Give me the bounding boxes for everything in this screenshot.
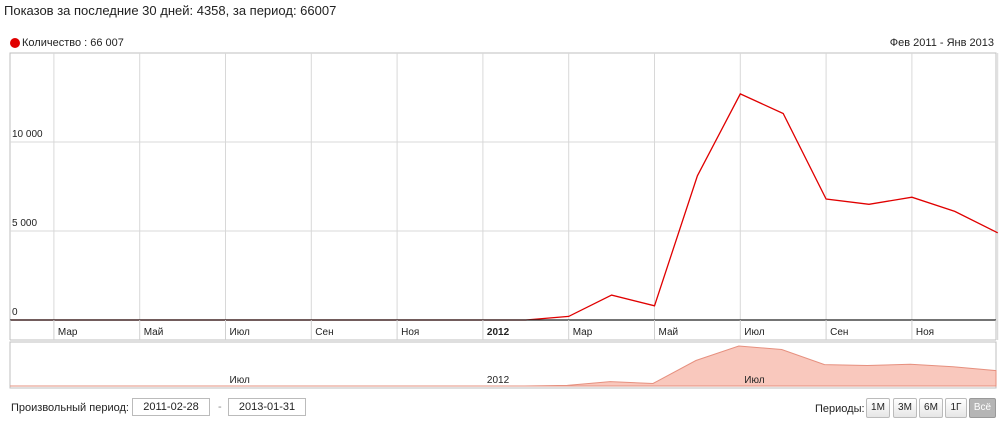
period-button[interactable]: 3М [893, 398, 917, 418]
x-tick-label: Июл [744, 327, 764, 338]
x-tick-label: 2012 [487, 327, 510, 338]
x-tick-label: Ноя [916, 327, 934, 338]
custom-period-label: Произвольный период: [11, 402, 129, 414]
x-tick-label: Сен [830, 327, 848, 338]
x-tick-label: Сен [315, 327, 333, 338]
date-separator: - [218, 401, 222, 413]
navigator-tick-label: Июл [744, 375, 764, 386]
x-tick-label: Ноя [401, 327, 419, 338]
period-button[interactable]: Всё [969, 398, 996, 418]
plot-area [9, 52, 997, 321]
x-tick-label: Май [144, 327, 164, 338]
x-tick-label: Июл [230, 327, 250, 338]
x-tick-label: Май [659, 327, 679, 338]
navigator: Июл2012Июл2013 [9, 341, 1002, 389]
x-tick-label: Мар [573, 327, 593, 338]
y-tick-label: 0 [12, 307, 18, 318]
y-tick-label: 5 000 [12, 218, 37, 229]
x-tick-label: Мар [58, 327, 78, 338]
legend-label: Количество : 66 007 [22, 37, 124, 49]
legend[interactable]: Количество : 66 007 [10, 37, 124, 49]
y-axis: 0 5 000 10 000 [12, 129, 43, 318]
navigator-tick-label: Июл [230, 375, 250, 386]
period-button[interactable]: 1М [866, 398, 890, 418]
periods-label: Периоды: [815, 403, 865, 415]
period-button[interactable]: 1Г [945, 398, 967, 418]
chart[interactable]: МарМайИюлСенНоя2012МарМайИюлСенНоя2013 0… [0, 0, 1002, 396]
period-button[interactable]: 6М [919, 398, 943, 418]
controls-bar: Произвольный период: - Периоды: 1М3М6М1Г… [0, 396, 1002, 422]
navigator-area [10, 345, 997, 387]
date-to-input[interactable] [228, 398, 306, 416]
navigator-tick-label: 2012 [487, 375, 510, 386]
y-tick-label: 10 000 [12, 129, 43, 140]
x-axis: МарМайИюлСенНоя2012МарМайИюлСенНоя2013 [9, 319, 1002, 341]
main-grid [9, 52, 999, 321]
legend-dot-icon [10, 38, 20, 48]
range-label: Фев 2011 - Янв 2013 [889, 37, 994, 49]
page-title: Показов за последние 30 дней: 4358, за п… [4, 3, 337, 18]
date-from-input[interactable] [132, 398, 210, 416]
